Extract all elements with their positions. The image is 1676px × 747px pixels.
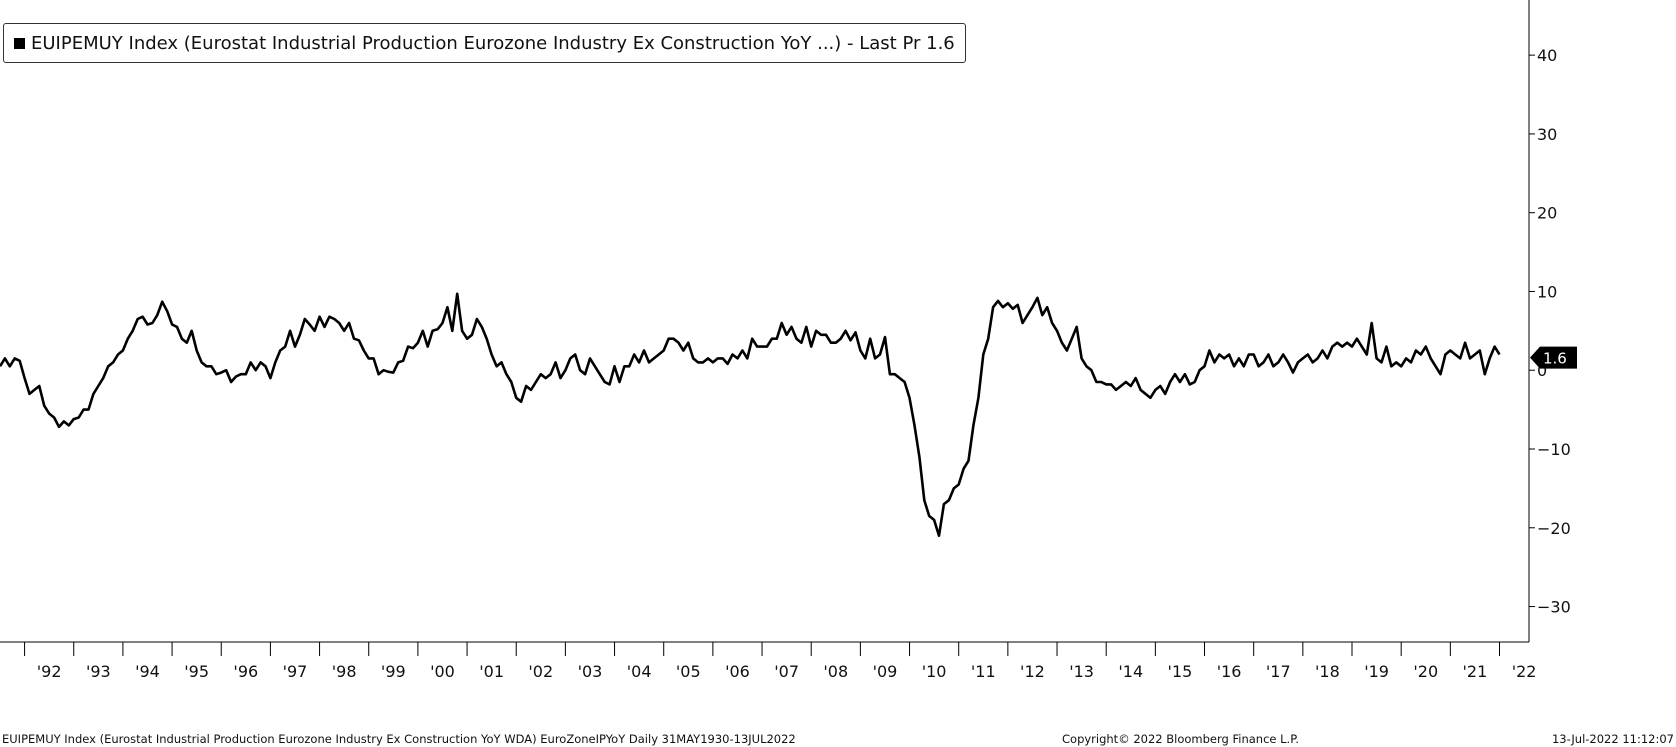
y-tick-label: −20 — [1537, 519, 1571, 538]
x-tick-label: '17 — [1266, 662, 1291, 681]
x-tick-label: '94 — [135, 662, 160, 681]
x-tick-label: '18 — [1315, 662, 1340, 681]
y-tick-label: −30 — [1537, 598, 1571, 617]
legend-swatch-icon — [14, 37, 25, 49]
x-axis: '92 '93 '94 '95 '96 '97 '98 '99 '00 '01 '02 '03 '04 '… — [0, 641, 1537, 681]
x-tick-label: '97 — [283, 662, 308, 681]
plot-area — [0, 292, 1501, 537]
legend-label: EUIPEMUY Index (Eurostat Industrial Prod… — [31, 32, 955, 54]
x-tick-label: '14 — [1118, 662, 1143, 681]
x-tick-label: '07 — [774, 662, 799, 681]
y-tick-label: 20 — [1537, 204, 1557, 223]
footer-timestamp: 13-Jul-2022 11:12:07 — [1551, 732, 1674, 746]
x-tick-label: '95 — [184, 662, 209, 681]
footer-copyright: Copyright© 2022 Bloomberg Finance L.P. — [1062, 732, 1299, 746]
x-tick-label: '20 — [1413, 662, 1438, 681]
last-value-marker: 1.6 — [1530, 346, 1577, 369]
x-tick-label: '06 — [725, 662, 750, 681]
y-tick-label: −10 — [1537, 440, 1571, 459]
x-tick-label: '93 — [86, 662, 111, 681]
y-tick-label: 0 — [1537, 361, 1547, 380]
x-tick-label: '92 — [37, 662, 62, 681]
y-tick-label: 10 — [1537, 282, 1557, 301]
y-axis: 40 30 20 10 0 −10 −20 −30 — [1528, 0, 1571, 642]
x-tick-label: '13 — [1069, 662, 1094, 681]
series-line — [0, 292, 1501, 537]
x-tick-label: '96 — [233, 662, 258, 681]
y-tick-label: 40 — [1537, 46, 1557, 65]
x-tick-label: '08 — [823, 662, 848, 681]
x-tick-label: '11 — [971, 662, 996, 681]
x-tick-label: '01 — [479, 662, 504, 681]
x-tick-label: '05 — [676, 662, 701, 681]
x-tick-label: '12 — [1020, 662, 1045, 681]
footer-source: EUIPEMUY Index (Eurostat Industrial Prod… — [2, 732, 796, 746]
x-tick-label: '21 — [1463, 662, 1488, 681]
x-tick-label: '99 — [381, 662, 406, 681]
x-tick-label: '10 — [922, 662, 947, 681]
y-tick-label: 30 — [1537, 125, 1557, 144]
last-value-flag — [1530, 346, 1577, 369]
x-tick-label: '15 — [1168, 662, 1193, 681]
x-tick-label: '98 — [332, 662, 357, 681]
x-tick-label: '04 — [627, 662, 652, 681]
legend: EUIPEMUY Index (Eurostat Industrial Prod… — [3, 23, 966, 63]
x-tick-label: '16 — [1217, 662, 1242, 681]
x-tick-label: '02 — [528, 662, 553, 681]
x-tick-label: '03 — [578, 662, 603, 681]
x-tick-label: '22 — [1512, 662, 1537, 681]
x-tick-label: '00 — [430, 662, 455, 681]
last-value-label: 1.6 — [1543, 350, 1567, 368]
x-tick-label: '09 — [873, 662, 898, 681]
x-tick-label: '19 — [1364, 662, 1389, 681]
